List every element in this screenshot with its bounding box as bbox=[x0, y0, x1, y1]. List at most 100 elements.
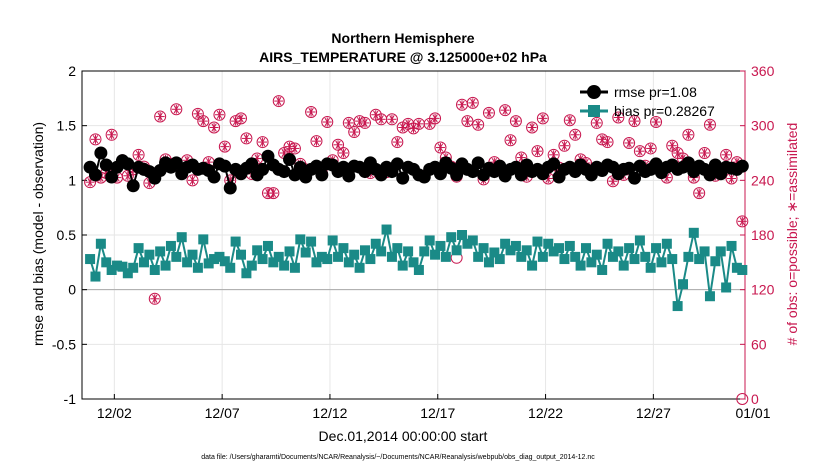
rmse-point bbox=[277, 165, 291, 179]
bias-point bbox=[629, 254, 640, 265]
bias-point bbox=[451, 245, 462, 256]
rmse-point bbox=[471, 156, 485, 170]
obs-assimilated-point bbox=[258, 137, 268, 147]
obs-assimilated-point bbox=[430, 113, 440, 123]
obs-assimilated-point bbox=[220, 142, 230, 152]
x-tick-label: 12/12 bbox=[312, 405, 347, 421]
rmse-point bbox=[99, 158, 113, 172]
bias-point bbox=[548, 246, 559, 257]
bias-point bbox=[510, 240, 521, 251]
bias-point bbox=[419, 246, 430, 257]
bias-point bbox=[602, 238, 613, 249]
bias-point bbox=[219, 256, 230, 267]
bias-point bbox=[284, 246, 295, 257]
bias-point bbox=[106, 264, 117, 275]
obs-possible-point bbox=[429, 112, 442, 125]
y-axis-label: rmse and bias (model - observation) bbox=[30, 122, 46, 346]
legend: rmse pr=1.08 bias pr=0.28267 bbox=[580, 84, 715, 119]
bias-point bbox=[667, 254, 678, 265]
x-tick-label: 12/02 bbox=[97, 405, 132, 421]
bias-point bbox=[343, 257, 354, 268]
bias-point bbox=[149, 264, 160, 275]
obs-assimilated-point bbox=[134, 150, 144, 160]
obs-assimilated-point bbox=[338, 148, 348, 158]
obs-assimilated-point bbox=[236, 113, 246, 123]
y-tick-label: 2 bbox=[68, 63, 76, 79]
x-tick-label: 12/27 bbox=[636, 405, 671, 421]
bias-point bbox=[446, 232, 457, 243]
obs-possible-point bbox=[391, 136, 404, 149]
bias-point bbox=[559, 254, 570, 265]
obs-possible-point bbox=[558, 139, 571, 152]
bias-point bbox=[634, 235, 645, 246]
obs-possible-point bbox=[256, 136, 269, 149]
obs-possible-point bbox=[482, 106, 495, 119]
y2-tick-label: 300 bbox=[751, 118, 775, 134]
obs-assimilated-point bbox=[559, 141, 569, 151]
bias-point bbox=[554, 243, 565, 254]
obs-assimilated-point bbox=[322, 117, 332, 127]
bias-point bbox=[268, 257, 279, 268]
obs-possible-point bbox=[337, 147, 350, 159]
obs-possible-point bbox=[472, 118, 485, 131]
rmse-point bbox=[514, 168, 528, 182]
obs-possible-point bbox=[569, 128, 582, 141]
obs-assimilated-point bbox=[349, 127, 359, 137]
obs-assimilated-point bbox=[344, 118, 354, 128]
y2-axis-ticks: 360 300 240 180 120 60 0 bbox=[740, 63, 775, 407]
obs-assimilated-point bbox=[565, 115, 575, 125]
rmse-point bbox=[218, 159, 232, 173]
x-tick-label: 12/17 bbox=[420, 405, 455, 421]
obs-assimilated-point bbox=[737, 216, 747, 226]
bias-point bbox=[381, 224, 392, 235]
bias-point bbox=[85, 254, 96, 265]
bias-point bbox=[327, 235, 338, 246]
obs-assimilated-point bbox=[193, 109, 203, 119]
bias-point bbox=[203, 258, 214, 269]
rmse-point bbox=[342, 169, 356, 183]
bias-point bbox=[500, 238, 511, 249]
bias-point bbox=[483, 257, 494, 268]
bias-point bbox=[640, 251, 651, 262]
obs-possible-point bbox=[148, 292, 161, 305]
y-tick-label: 1.5 bbox=[57, 118, 77, 134]
bias-point bbox=[225, 262, 236, 273]
bias-point bbox=[392, 243, 403, 254]
obs-assimilated-point bbox=[171, 104, 181, 114]
obs-assimilated-point bbox=[694, 188, 704, 198]
obs-possible-point bbox=[466, 96, 479, 109]
bias-point bbox=[710, 256, 721, 267]
obs-assimilated-point bbox=[473, 120, 483, 130]
obs-possible-point bbox=[132, 148, 145, 161]
rmse-point bbox=[390, 157, 404, 171]
rmse-point bbox=[493, 159, 507, 173]
obs-assimilated-point bbox=[414, 119, 424, 129]
bias-point bbox=[112, 260, 123, 271]
bias-point bbox=[338, 243, 349, 254]
obs-assimilated-point bbox=[506, 135, 516, 145]
y2-tick-label: 360 bbox=[751, 63, 775, 79]
bias-point bbox=[273, 251, 284, 262]
bias-point bbox=[176, 232, 187, 243]
obs-assimilated-point bbox=[306, 107, 316, 117]
obs-possible-point bbox=[526, 121, 539, 134]
bias-point bbox=[133, 243, 144, 254]
bias-point bbox=[333, 251, 344, 262]
bias-point bbox=[435, 240, 446, 251]
bias-point bbox=[424, 235, 435, 246]
rmse-point bbox=[207, 170, 221, 184]
obs-assimilated-point bbox=[721, 150, 731, 160]
bias-point bbox=[489, 247, 500, 258]
bias-point bbox=[403, 246, 414, 257]
legend-bias-label: bias pr=0.28267 bbox=[614, 103, 715, 119]
rmse-point bbox=[315, 168, 329, 182]
obs-possible-point bbox=[536, 112, 549, 125]
bias-point bbox=[726, 240, 737, 251]
bias-point bbox=[246, 260, 257, 271]
rmse-point bbox=[450, 168, 464, 182]
bias-point bbox=[618, 260, 629, 271]
obs-assimilated-point bbox=[425, 119, 435, 129]
legend-rmse-marker bbox=[587, 85, 601, 99]
bias-point bbox=[645, 262, 656, 273]
